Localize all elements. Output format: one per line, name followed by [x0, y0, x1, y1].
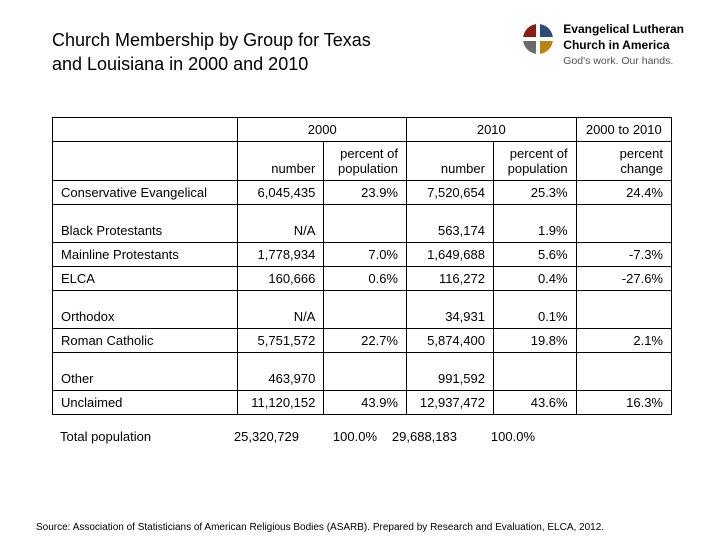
table-row: OrthodoxN/A 34,9310.1% — [53, 290, 672, 328]
row-label: Mainline Protestants — [53, 242, 238, 266]
cell-n2000: 5,751,572 — [238, 328, 324, 352]
cell-change — [576, 290, 671, 328]
cell-p2010: 43.6% — [493, 390, 576, 414]
cell-change: 16.3% — [576, 390, 671, 414]
logo-text: Evangelical Lutheran Church in America G… — [563, 22, 684, 69]
col-pct-change: percent change — [576, 141, 671, 180]
totals-row: Total population 25,320,729 100.0% 29,68… — [52, 429, 672, 444]
cell-n2000: 11,120,152 — [238, 390, 324, 414]
totals-n2000: 25,320,729 — [227, 429, 307, 444]
row-label: Black Protestants — [53, 204, 238, 242]
cell-n2010: 7,520,654 — [407, 180, 494, 204]
table-row: Roman Catholic5,751,57222.7%5,874,40019.… — [53, 328, 672, 352]
totals-p2010: 100.0% — [465, 429, 543, 444]
row-label: Roman Catholic — [53, 328, 238, 352]
globe-icon — [521, 22, 555, 56]
cell-p2000: 43.9% — [324, 390, 407, 414]
totals-label: Total population — [52, 429, 227, 444]
cell-p2010 — [493, 352, 576, 390]
cell-n2000: 1,778,934 — [238, 242, 324, 266]
logo-line-2: Church in America — [563, 38, 684, 54]
source-note: Source: Association of Statisticians of … — [36, 522, 684, 533]
logo-line-1: Evangelical Lutheran — [563, 22, 684, 38]
cell-n2010: 116,272 — [407, 266, 494, 290]
cell-change: -27.6% — [576, 266, 671, 290]
col-number: number — [238, 141, 324, 180]
cell-n2010: 1,649,688 — [407, 242, 494, 266]
cell-n2000: N/A — [238, 204, 324, 242]
cell-p2000 — [324, 290, 407, 328]
col-2000: 2000 — [238, 117, 407, 141]
membership-table: 2000 2010 2000 to 2010 number percent of… — [52, 117, 672, 415]
table-header-2: number percent of population number perc… — [53, 141, 672, 180]
totals-p2000: 100.0% — [307, 429, 385, 444]
cell-n2010: 12,937,472 — [407, 390, 494, 414]
cell-n2010: 991,592 — [407, 352, 494, 390]
col-pct-pop: percent of population — [324, 141, 407, 180]
cell-n2010: 34,931 — [407, 290, 494, 328]
cell-n2000: 463,970 — [238, 352, 324, 390]
col-number: number — [407, 141, 494, 180]
col-2010: 2010 — [407, 117, 577, 141]
totals-n2010: 29,688,183 — [385, 429, 465, 444]
cell-change: 24.4% — [576, 180, 671, 204]
cell-p2000: 22.7% — [324, 328, 407, 352]
cell-n2000: 160,666 — [238, 266, 324, 290]
title-line-1: Church Membership by Group for Texas — [52, 28, 371, 52]
cell-p2010: 0.1% — [493, 290, 576, 328]
page-title: Church Membership by Group for Texas and… — [52, 28, 371, 77]
cell-p2000: 7.0% — [324, 242, 407, 266]
row-label: Conservative Evangelical — [53, 180, 238, 204]
cell-change — [576, 352, 671, 390]
cell-p2010: 19.8% — [493, 328, 576, 352]
cell-n2000: N/A — [238, 290, 324, 328]
header: Church Membership by Group for Texas and… — [52, 28, 684, 77]
cell-p2000 — [324, 204, 407, 242]
table-row: Other463,970 991,592 — [53, 352, 672, 390]
col-range: 2000 to 2010 — [576, 117, 671, 141]
cell-change: 2.1% — [576, 328, 671, 352]
table-row: Unclaimed11,120,15243.9%12,937,47243.6%1… — [53, 390, 672, 414]
cell-change: -7.3% — [576, 242, 671, 266]
row-label: Orthodox — [53, 290, 238, 328]
title-line-2: and Louisiana in 2000 and 2010 — [52, 52, 371, 76]
table-row: Black ProtestantsN/A 563,1741.9% — [53, 204, 672, 242]
table-row: ELCA160,6660.6%116,2720.4%-27.6% — [53, 266, 672, 290]
cell-p2010: 1.9% — [493, 204, 576, 242]
table-row: Conservative Evangelical6,045,43523.9%7,… — [53, 180, 672, 204]
cell-p2010: 5.6% — [493, 242, 576, 266]
row-label: Unclaimed — [53, 390, 238, 414]
cell-p2000 — [324, 352, 407, 390]
cell-n2000: 6,045,435 — [238, 180, 324, 204]
row-label: ELCA — [53, 266, 238, 290]
cell-p2010: 0.4% — [493, 266, 576, 290]
cell-change — [576, 204, 671, 242]
logo-tagline: God's work. Our hands. — [563, 55, 684, 69]
cell-n2010: 563,174 — [407, 204, 494, 242]
table-header-1: 2000 2010 2000 to 2010 — [53, 117, 672, 141]
cell-p2010: 25.3% — [493, 180, 576, 204]
elca-logo: Evangelical Lutheran Church in America G… — [521, 22, 684, 69]
cell-p2000: 23.9% — [324, 180, 407, 204]
cell-n2010: 5,874,400 — [407, 328, 494, 352]
row-label: Other — [53, 352, 238, 390]
table-row: Mainline Protestants1,778,9347.0%1,649,6… — [53, 242, 672, 266]
cell-p2000: 0.6% — [324, 266, 407, 290]
col-pct-pop: percent of population — [493, 141, 576, 180]
